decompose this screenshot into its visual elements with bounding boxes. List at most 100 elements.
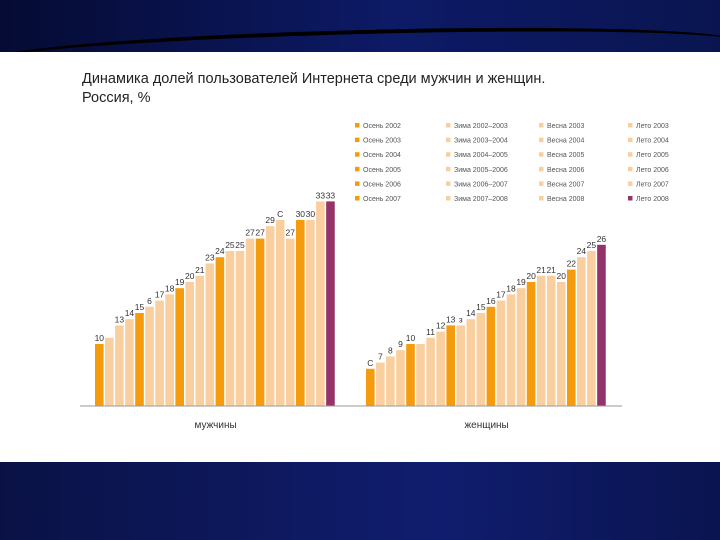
value-label-women-7: 12 bbox=[436, 321, 446, 331]
legend-swatch-1-3 bbox=[446, 166, 451, 172]
legend-swatch-3-0 bbox=[628, 123, 633, 128]
value-label-men-6: 17 bbox=[155, 290, 165, 300]
legend-swatch-3-4 bbox=[628, 181, 633, 186]
bar-men-8 bbox=[175, 288, 184, 406]
value-label-women-15: 19 bbox=[516, 277, 526, 287]
legend-swatch-0-0 bbox=[355, 123, 360, 128]
bar-men-5 bbox=[145, 306, 154, 406]
legend-swatch-2-0 bbox=[539, 123, 544, 128]
legend-label-2-4: Весна 2007 bbox=[547, 181, 584, 188]
legend-swatch-2-5 bbox=[539, 196, 544, 201]
legend-label-3-1: Лето 2004 bbox=[636, 138, 669, 145]
bar-women-9 bbox=[456, 325, 466, 406]
bar-women-5 bbox=[416, 344, 425, 406]
bar-women-22 bbox=[587, 251, 596, 406]
bar-men-11 bbox=[205, 263, 215, 406]
bar-men-9 bbox=[185, 282, 195, 406]
bar-women-19 bbox=[556, 282, 566, 406]
bar-men-15 bbox=[245, 238, 255, 406]
value-label-men-22: 33 bbox=[316, 190, 326, 200]
bar-men-1 bbox=[105, 337, 114, 406]
legend-swatch-3-1 bbox=[628, 137, 633, 143]
value-label-women-17: 21 bbox=[536, 265, 546, 275]
chart-title: Динамика долей пользователей Интернета с… bbox=[82, 70, 545, 108]
legend-label-3-3: Лето 2006 bbox=[636, 167, 669, 174]
bar-men-23 bbox=[326, 201, 335, 406]
bottom-banner bbox=[0, 462, 720, 540]
value-label-women-8: 13 bbox=[446, 314, 456, 324]
bar-women-23 bbox=[597, 244, 606, 406]
bar-men-0 bbox=[95, 344, 104, 406]
legend-swatch-1-0 bbox=[446, 123, 451, 128]
legend-label-1-1: Зима 2003–2004 bbox=[454, 138, 508, 145]
legend-label-2-0: Весна 2003 bbox=[547, 123, 584, 130]
bar-women-12 bbox=[486, 306, 496, 406]
legend-label-0-5: Осень 2007 bbox=[363, 196, 401, 203]
legend-label-0-1: Осень 2003 bbox=[363, 138, 401, 145]
value-label-women-11: 15 bbox=[476, 302, 486, 312]
bar-men-2 bbox=[115, 325, 124, 406]
value-label-women-12: 16 bbox=[486, 296, 496, 306]
legend-label-0-0: Осень 2002 bbox=[363, 123, 401, 130]
bar-men-6 bbox=[155, 300, 164, 406]
value-label-men-0: 10 bbox=[95, 333, 105, 343]
group-label-men: мужчины bbox=[195, 420, 237, 431]
bar-men-3 bbox=[125, 319, 134, 406]
bar-men-20 bbox=[296, 220, 305, 406]
bar-women-16 bbox=[526, 282, 536, 406]
value-label-women-20: 22 bbox=[567, 259, 577, 269]
value-label-men-23: 33 bbox=[326, 190, 336, 200]
bar-women-20 bbox=[567, 269, 576, 406]
value-label-men-15: 27 bbox=[245, 228, 255, 238]
bar-women-1 bbox=[376, 362, 385, 406]
value-label-men-5: 6 bbox=[147, 296, 152, 306]
bar-women-4 bbox=[406, 344, 415, 406]
bar-women-21 bbox=[577, 257, 586, 406]
legend-swatch-2-2 bbox=[539, 152, 544, 157]
value-label-men-13: 25 bbox=[225, 240, 235, 250]
value-label-men-3: 14 bbox=[125, 308, 135, 318]
bar-men-17 bbox=[265, 226, 275, 406]
value-label-men-14: 25 bbox=[235, 240, 245, 250]
chart-title-line2: Россия, % bbox=[82, 90, 151, 106]
value-label-women-13: 17 bbox=[496, 290, 506, 300]
legend-label-0-4: Осень 2006 bbox=[363, 181, 401, 188]
value-label-women-23: 26 bbox=[597, 234, 607, 244]
value-label-women-21: 24 bbox=[577, 246, 587, 256]
legend-label-2-2: Весна 2005 bbox=[547, 152, 584, 159]
bar-women-14 bbox=[506, 294, 516, 406]
bar-women-17 bbox=[536, 275, 546, 406]
value-label-women-1: 7 bbox=[378, 352, 383, 362]
bar-women-2 bbox=[386, 356, 395, 406]
legend-label-3-0: Лето 2003 bbox=[636, 123, 669, 130]
value-label-women-19: 20 bbox=[557, 271, 567, 281]
bar-women-7 bbox=[436, 331, 445, 406]
value-label-women-14: 18 bbox=[506, 283, 516, 293]
bar-women-11 bbox=[476, 313, 486, 406]
value-label-men-18: С bbox=[277, 209, 283, 219]
bar-women-6 bbox=[426, 337, 435, 406]
bar-men-10 bbox=[195, 275, 205, 406]
bar-women-10 bbox=[466, 319, 476, 406]
bar-men-21 bbox=[306, 220, 315, 406]
bar-women-8 bbox=[446, 325, 455, 406]
legend-swatch-0-4 bbox=[355, 181, 360, 186]
bar-men-12 bbox=[215, 257, 225, 406]
legend-swatch-3-5 bbox=[628, 196, 633, 201]
bar-men-4 bbox=[135, 313, 144, 406]
legend-swatch-0-3 bbox=[355, 166, 360, 172]
value-label-men-12: 24 bbox=[215, 246, 225, 256]
value-label-women-9: з bbox=[459, 314, 463, 324]
bar-women-13 bbox=[496, 300, 506, 406]
legend-swatch-0-5 bbox=[355, 196, 360, 201]
bar-men-19 bbox=[285, 238, 295, 406]
legend-label-1-3: Зима 2005–2006 bbox=[454, 167, 508, 174]
legend-label-3-5: Лето 2008 bbox=[636, 196, 669, 203]
legend-label-2-5: Весна 2008 bbox=[547, 196, 584, 203]
value-label-men-9: 20 bbox=[185, 271, 195, 281]
legend: Осень 2002 Осень 2003 Осень 2004 Осень 2005… bbox=[355, 123, 669, 203]
legend-swatch-1-1 bbox=[446, 137, 451, 143]
bar-women-15 bbox=[516, 288, 526, 406]
value-label-men-17: 29 bbox=[265, 215, 275, 225]
bar-men-13 bbox=[225, 251, 235, 406]
